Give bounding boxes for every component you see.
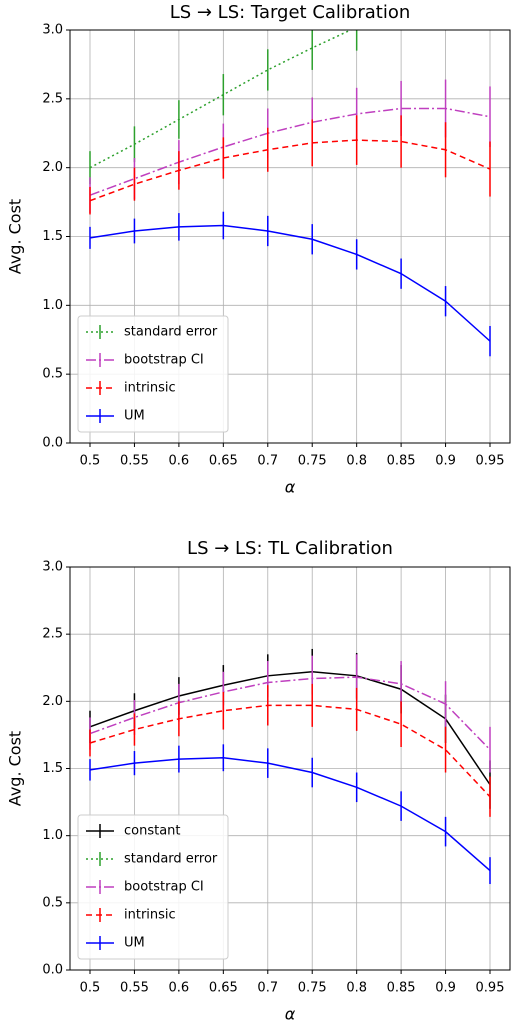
y-tick-label: 0.0	[42, 963, 63, 978]
x-tick-label: 0.75	[298, 454, 327, 469]
y-tick-label: 0.5	[42, 895, 63, 910]
x-tick-label: 0.95	[476, 454, 505, 469]
plot-frame	[69, 29, 511, 444]
series-line	[89, 676, 491, 751]
y-tick-label: 2.0	[42, 694, 63, 709]
series-line	[89, 757, 491, 872]
y-tick-label: 1.0	[42, 298, 63, 313]
x-tick-label: 0.65	[209, 981, 238, 996]
y-tick-label: 2.5	[42, 627, 63, 642]
y-tick-label: 1.0	[42, 828, 63, 843]
plot-frame	[69, 566, 511, 971]
x-tick-label: 0.9	[435, 981, 456, 996]
y-tick-label: 1.5	[42, 229, 63, 244]
x-tick-label: 0.7	[257, 454, 278, 469]
y-tick-label: 1.5	[42, 761, 63, 776]
chart-title: LS → LS: TL Calibration	[187, 538, 393, 559]
x-tick-label: 0.55	[120, 454, 149, 469]
legend-label: intrinsic	[124, 381, 176, 396]
series-line	[89, 224, 491, 342]
x-tick-label: 0.9	[435, 454, 456, 469]
series-line	[89, 671, 491, 786]
y-tick-label: 2.0	[42, 160, 63, 175]
x-tick-label: 0.75	[298, 981, 327, 996]
y-tick-label: 0.5	[42, 367, 63, 382]
x-tick-label: 0.6	[169, 454, 190, 469]
series-line	[89, 30, 353, 169]
y-tick-label: 2.5	[42, 91, 63, 106]
legend-label: standard error	[124, 852, 218, 867]
series-line	[89, 139, 491, 202]
x-tick-label: 0.5	[80, 981, 101, 996]
legend-box	[77, 315, 229, 433]
x-tick-label: 0.7	[257, 981, 278, 996]
legend-label: constant	[124, 824, 181, 839]
x-tick-label: 0.55	[120, 981, 149, 996]
x-tick-label: 0.5	[80, 454, 101, 469]
x-tick-label: 0.65	[209, 454, 238, 469]
plot-area	[89, 648, 491, 885]
chart: LS → LS: Target Calibration Avg. Cost α 0.0…	[6, 2, 511, 497]
legend-label: UM	[124, 936, 145, 951]
series-line	[89, 107, 491, 196]
x-axis-label: α	[285, 478, 296, 497]
y-axis-label: Avg. Cost	[6, 199, 25, 274]
y-tick-label: 3.0	[42, 560, 63, 575]
chart-title: LS → LS: Target Calibration	[170, 2, 411, 23]
legend-box	[77, 814, 229, 960]
y-tick-label: 3.0	[42, 23, 63, 38]
x-tick-label: 0.8	[346, 454, 367, 469]
x-tick-label: 0.95	[476, 981, 505, 996]
series-line	[89, 704, 491, 798]
y-axis-label: Avg. Cost	[6, 731, 25, 806]
x-tick-label: 0.6	[169, 981, 190, 996]
legend-label: standard error	[124, 325, 218, 340]
plot-area	[89, 30, 491, 357]
legend: standard error bootstrap CI intrinsic UM	[77, 315, 229, 433]
x-axis-label: α	[285, 1005, 296, 1024]
legend: constant standard error bootstrap CI intrin…	[77, 814, 229, 960]
x-tick-label: 0.85	[387, 981, 416, 996]
x-tick-label: 0.85	[387, 454, 416, 469]
legend-label: UM	[124, 409, 145, 424]
y-tick-label: 0.0	[42, 436, 63, 451]
legend-label: intrinsic	[124, 908, 176, 923]
legend-label: bootstrap CI	[124, 880, 204, 895]
chart: LS → LS: TL Calibration Avg. Cost α 0.0 0.5 1…	[6, 538, 511, 1024]
x-tick-label: 0.8	[346, 981, 367, 996]
legend-label: bootstrap CI	[124, 353, 204, 368]
